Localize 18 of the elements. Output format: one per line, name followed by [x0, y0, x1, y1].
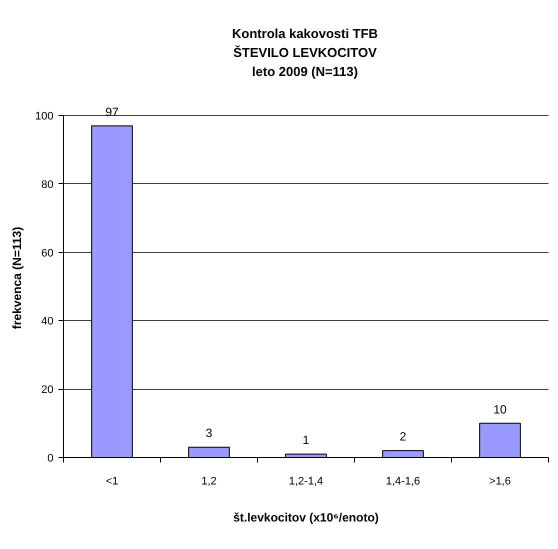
chart-title: Kontrola kakovosti TFB ŠTEVILO LEVKOCITOV leto 2009 (N=113): [232, 25, 378, 81]
x-axis-title: št.levkocitov (x10⁶/enoto): [233, 510, 379, 524]
data-label: 1: [302, 433, 310, 448]
x-tick-label: 1,4-1,6: [386, 476, 420, 488]
x-tick-label: 1,2: [201, 476, 217, 488]
data-label: 10: [493, 402, 507, 416]
data-label: 3: [206, 426, 213, 440]
data-label: 2: [400, 430, 407, 444]
y-tick-label: 80: [41, 178, 54, 191]
y-tick-label: 100: [35, 110, 54, 123]
x-tick-label: 1,2-1,4: [288, 476, 324, 488]
y-axis-title: frekvenca (N=113): [10, 226, 24, 330]
x-tick-label: >1,6: [489, 476, 511, 488]
y-tick-label: 40: [41, 316, 54, 328]
x-tick-label: <1: [106, 476, 118, 488]
y-tick-label: 20: [41, 384, 54, 396]
y-tick-label: 60: [41, 247, 54, 260]
y-tick-label: 0: [47, 452, 54, 464]
